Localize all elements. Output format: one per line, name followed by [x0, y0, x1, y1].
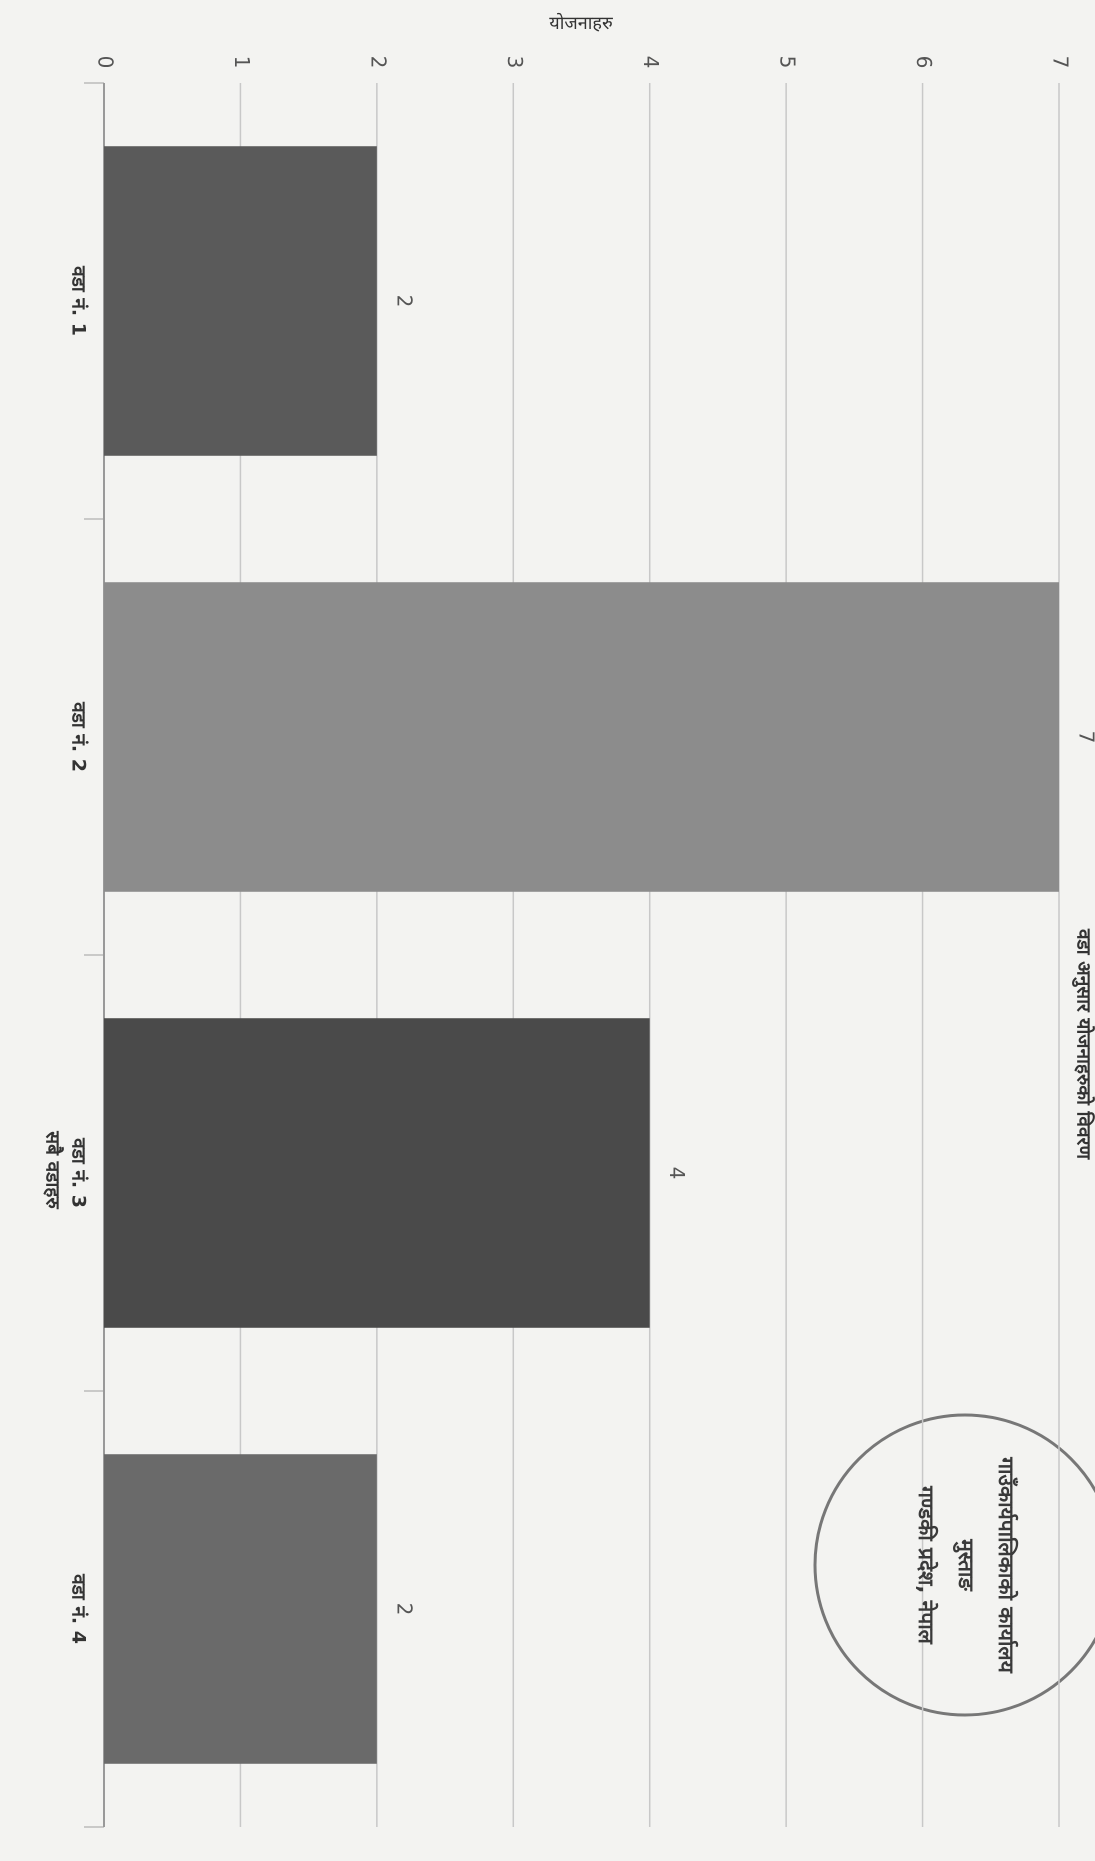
x-tick-label: वडा नं. 3 — [68, 1137, 90, 1208]
chart-title: वडा अनुसार योजनाहरुको विवरण — [1072, 928, 1095, 1160]
stamp-text: गाउँकार्यपालिकाको कार्यालय — [994, 1456, 1019, 1673]
data-label: 7 — [1075, 731, 1095, 744]
bar — [104, 146, 377, 456]
bar — [104, 1454, 377, 1764]
y-tick-label: 6 — [912, 56, 936, 69]
stamp-text: मुस्ताङ — [952, 1538, 978, 1592]
y-tick-label: 2 — [366, 56, 390, 69]
data-label: 2 — [392, 295, 416, 308]
y-tick-label: 7 — [1049, 56, 1073, 69]
data-label: 2 — [392, 1603, 416, 1616]
y-tick-label: 3 — [503, 56, 527, 69]
x-tick-label: वडा नं. 4 — [68, 1573, 90, 1644]
y-tick-label: 1 — [230, 56, 254, 69]
y-tick-label: 0 — [94, 56, 118, 69]
y-tick-label: 4 — [639, 56, 663, 69]
data-label: 4 — [665, 1167, 689, 1180]
bar — [104, 582, 1059, 892]
bar — [104, 1018, 650, 1328]
stamp-ring — [813, 1413, 1095, 1717]
stamp-text: गण्डकी प्रदेश, नेपाल — [914, 1485, 939, 1645]
y-tick-label: 5 — [776, 56, 800, 69]
x-tick-label: वडा नं. 2 — [68, 701, 90, 772]
x-axis-label: सबै वडाहरु — [42, 1130, 65, 1209]
x-tick-label: वडा नं. 1 — [68, 265, 90, 336]
y-axis-label: योजनाहरु — [549, 12, 613, 34]
